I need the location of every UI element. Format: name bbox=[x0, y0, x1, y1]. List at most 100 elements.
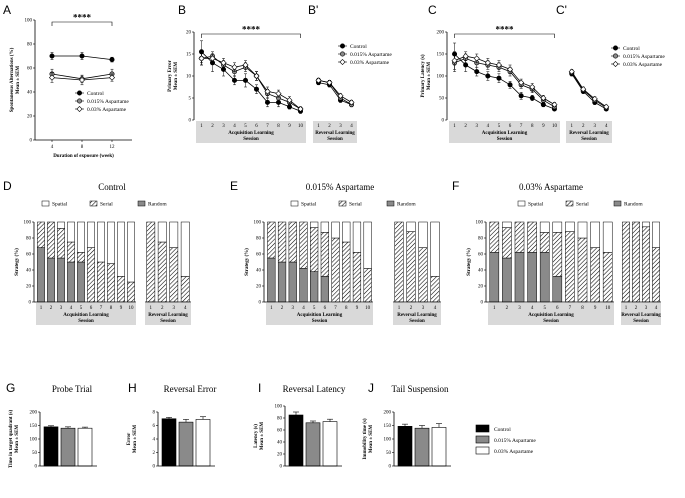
panel-e-legend-swatch bbox=[290, 200, 299, 207]
panel-f-y-tick-label: 0 bbox=[481, 301, 484, 306]
panel-d-acquisition-bar-random bbox=[67, 261, 75, 303]
panel-i-y-tick-label: 80 bbox=[277, 417, 283, 422]
panel-b-acquisition-session-number: 6 bbox=[255, 124, 258, 129]
panel-d-reversal-bar-spatial bbox=[169, 221, 179, 248]
panel-a-y-tick-label: 40 bbox=[27, 91, 33, 96]
panel-e-reversal-session-number: 1 bbox=[398, 306, 401, 311]
panel-a-y-tick-label: 60 bbox=[27, 67, 33, 72]
panel-f-acquisition-bar-serial bbox=[552, 232, 563, 277]
panel-f-legend-label: Spatial bbox=[528, 202, 544, 208]
panel-e-acquisition-bar-random bbox=[320, 276, 329, 303]
panel-e-acquisition-bar-serial bbox=[310, 227, 319, 272]
panel-e-acquisition-bar-serial bbox=[363, 268, 372, 303]
panel-b-acquisition-session-number: 8 bbox=[277, 124, 280, 129]
panel-j-y-tick-label: 0 bbox=[389, 465, 392, 470]
panel-f-y-axis-label: Strategy (%) bbox=[467, 248, 472, 276]
panel-c-point bbox=[495, 61, 502, 69]
panel-d-acquisition-bar-spatial bbox=[67, 221, 75, 243]
panel-a-point bbox=[49, 53, 55, 59]
panel-c-acquisition-session-label: Acquisition Learning bbox=[482, 131, 528, 136]
panel-a-legend-point bbox=[77, 90, 83, 96]
panel-c-point bbox=[551, 101, 558, 108]
panel-f-reversal-bar-spatial bbox=[652, 221, 660, 248]
panel-d-legend-label: Serial bbox=[100, 202, 113, 208]
panel-j-bar bbox=[397, 426, 413, 467]
panel-e-legend-swatch bbox=[338, 200, 347, 207]
panel-c-reversal-session-box bbox=[566, 121, 612, 143]
panel-c-acquisition-session-number: 4 bbox=[487, 124, 490, 129]
panel-e-reversal-session-number: 2 bbox=[410, 306, 413, 311]
panel-d-acquisition-session-number: 9 bbox=[120, 306, 123, 311]
panel-b-point bbox=[231, 64, 238, 71]
panel-letter-h: H bbox=[128, 381, 137, 395]
panel-d-acquisition-session-number: 8 bbox=[110, 306, 113, 311]
panel-e-acquisition-session-number: 8 bbox=[345, 306, 348, 311]
panel-d-reversal-bar-spatial bbox=[180, 221, 190, 277]
panel-c-point bbox=[603, 103, 610, 110]
panel-f-acquisition-bar-random bbox=[552, 276, 563, 303]
panel-c: 0 50 100 150 200 Primary Latency (s)Mean ± SE… bbox=[421, 25, 665, 143]
panel-letter-i: I bbox=[258, 381, 261, 395]
panel-c-legend-label: Control bbox=[623, 46, 640, 52]
panel-e-acquisition-session-label: Acquisition Learning bbox=[297, 313, 343, 318]
panel-f-y-tick-label: 60 bbox=[478, 253, 484, 258]
panel-b-reversal-line bbox=[318, 80, 352, 103]
panel-f-reversal-bar-serial bbox=[622, 221, 630, 303]
panel-c-point bbox=[540, 94, 547, 102]
panel-i-bar bbox=[322, 421, 338, 467]
panel-d-acquisition-bar-spatial bbox=[87, 221, 95, 248]
panel-b-point bbox=[232, 77, 238, 83]
panel-j-title: Tail Suspension bbox=[391, 384, 449, 394]
panel-b-significance-label: **** bbox=[242, 25, 261, 35]
panel-d-acquisition-bar-spatial bbox=[107, 221, 115, 264]
panel-f-acquisition-bar-random bbox=[502, 257, 512, 303]
panel-g-y-tick-label: 50 bbox=[32, 451, 38, 456]
panel-e-acquisition-bar-random bbox=[310, 271, 319, 303]
panel-j-y-axis-label-line: Immobility time (s) bbox=[363, 418, 368, 459]
panel-d-acquisition-session-number: 7 bbox=[100, 306, 103, 311]
panel-b-acquisition-session-number: 2 bbox=[211, 124, 214, 129]
panel-f-reversal-session-number: 3 bbox=[645, 306, 648, 311]
panel-b-point bbox=[209, 55, 216, 62]
panel-h-y-tick-label: 0 bbox=[153, 465, 156, 470]
panel-c-reversal-session-number: 2 bbox=[582, 124, 585, 129]
panel-d-reversal-session-number: 4 bbox=[184, 306, 187, 311]
panel-c-acquisition-line bbox=[454, 53, 555, 110]
panel-f-acquisition-bar-spatial bbox=[602, 221, 613, 253]
panel-c-acquisition-line bbox=[454, 57, 555, 108]
panel-f-acquisition-session-number: 2 bbox=[506, 306, 509, 311]
panel-d-acquisition-bar-serial bbox=[87, 247, 95, 303]
panel-b-acquisition-session-number: 1 bbox=[200, 124, 203, 129]
panel-e-title: 0.015% Aspartame bbox=[306, 182, 374, 192]
panel-h-y-tick-label: 8 bbox=[153, 411, 156, 416]
panel-c-point bbox=[518, 79, 525, 86]
panel-f-acquisition-bar-serial bbox=[489, 221, 500, 253]
panel-b-legend-label: Control bbox=[350, 44, 367, 50]
panel-b-reversal-session-label: Session bbox=[327, 137, 343, 142]
panel-f-title: 0.03% Aspartame bbox=[519, 182, 583, 192]
panel-c-point bbox=[451, 57, 458, 64]
panel-d-acquisition-session-box bbox=[36, 303, 136, 325]
panel-e-acquisition-session-number: 9 bbox=[356, 306, 359, 311]
panel-c-reversal-session-label: Reversal Learning bbox=[569, 131, 609, 136]
panel-g-bar bbox=[43, 426, 59, 467]
panel-d-y-tick-label: 0 bbox=[29, 301, 32, 306]
panel-e-legend-swatch bbox=[386, 200, 395, 207]
panel-b-point bbox=[275, 90, 282, 97]
panel-e-acquisition-bar-serial bbox=[277, 221, 287, 263]
panel-c-point bbox=[529, 83, 536, 91]
panel-g-y-tick-label: 0 bbox=[35, 465, 38, 470]
panel-e: 0.015% Aspartame Spatial Serial Random 0 20 40… bbox=[245, 182, 441, 325]
panel-c-reversal-session-label: Session bbox=[581, 137, 597, 142]
panel-f-legend-swatch bbox=[613, 200, 622, 207]
panel-c-point bbox=[507, 82, 513, 88]
panel-d-acquisition-session-number: 2 bbox=[50, 306, 53, 311]
panel-h: Reversal Error 0 2 4 6 8 ErrorMean ± SEM bbox=[127, 384, 216, 470]
panel-h-y-tick-label: 6 bbox=[153, 424, 156, 429]
panel-d-reversal-bar-serial bbox=[169, 247, 179, 303]
panel-b-legend-point bbox=[339, 58, 346, 66]
panel-f-reversal-session-number: 2 bbox=[635, 306, 638, 311]
panel-f-acquisition-session-number: 7 bbox=[569, 306, 572, 311]
panel-b-point bbox=[220, 59, 227, 66]
panel-e-acquisition-bar-random bbox=[277, 261, 287, 303]
